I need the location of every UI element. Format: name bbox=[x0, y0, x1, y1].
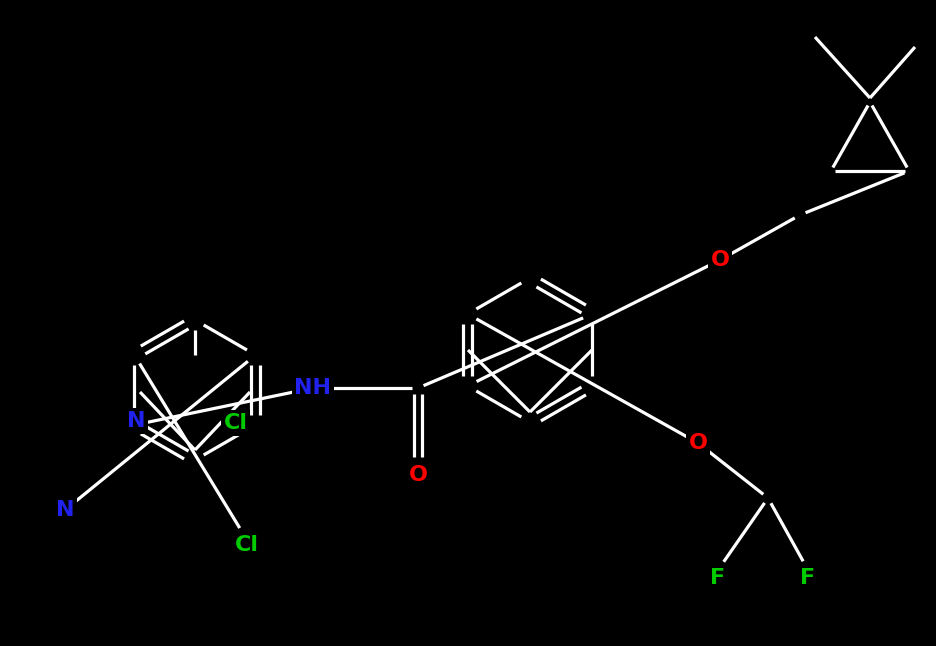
Text: Cl: Cl bbox=[235, 535, 258, 555]
Text: O: O bbox=[688, 433, 707, 453]
Text: O: O bbox=[408, 465, 427, 485]
Text: N: N bbox=[127, 411, 145, 431]
Text: Cl: Cl bbox=[224, 413, 247, 433]
Text: N: N bbox=[55, 500, 74, 520]
Text: F: F bbox=[709, 568, 724, 588]
Text: NH: NH bbox=[294, 378, 331, 398]
Text: F: F bbox=[799, 568, 814, 588]
Text: O: O bbox=[709, 250, 729, 270]
